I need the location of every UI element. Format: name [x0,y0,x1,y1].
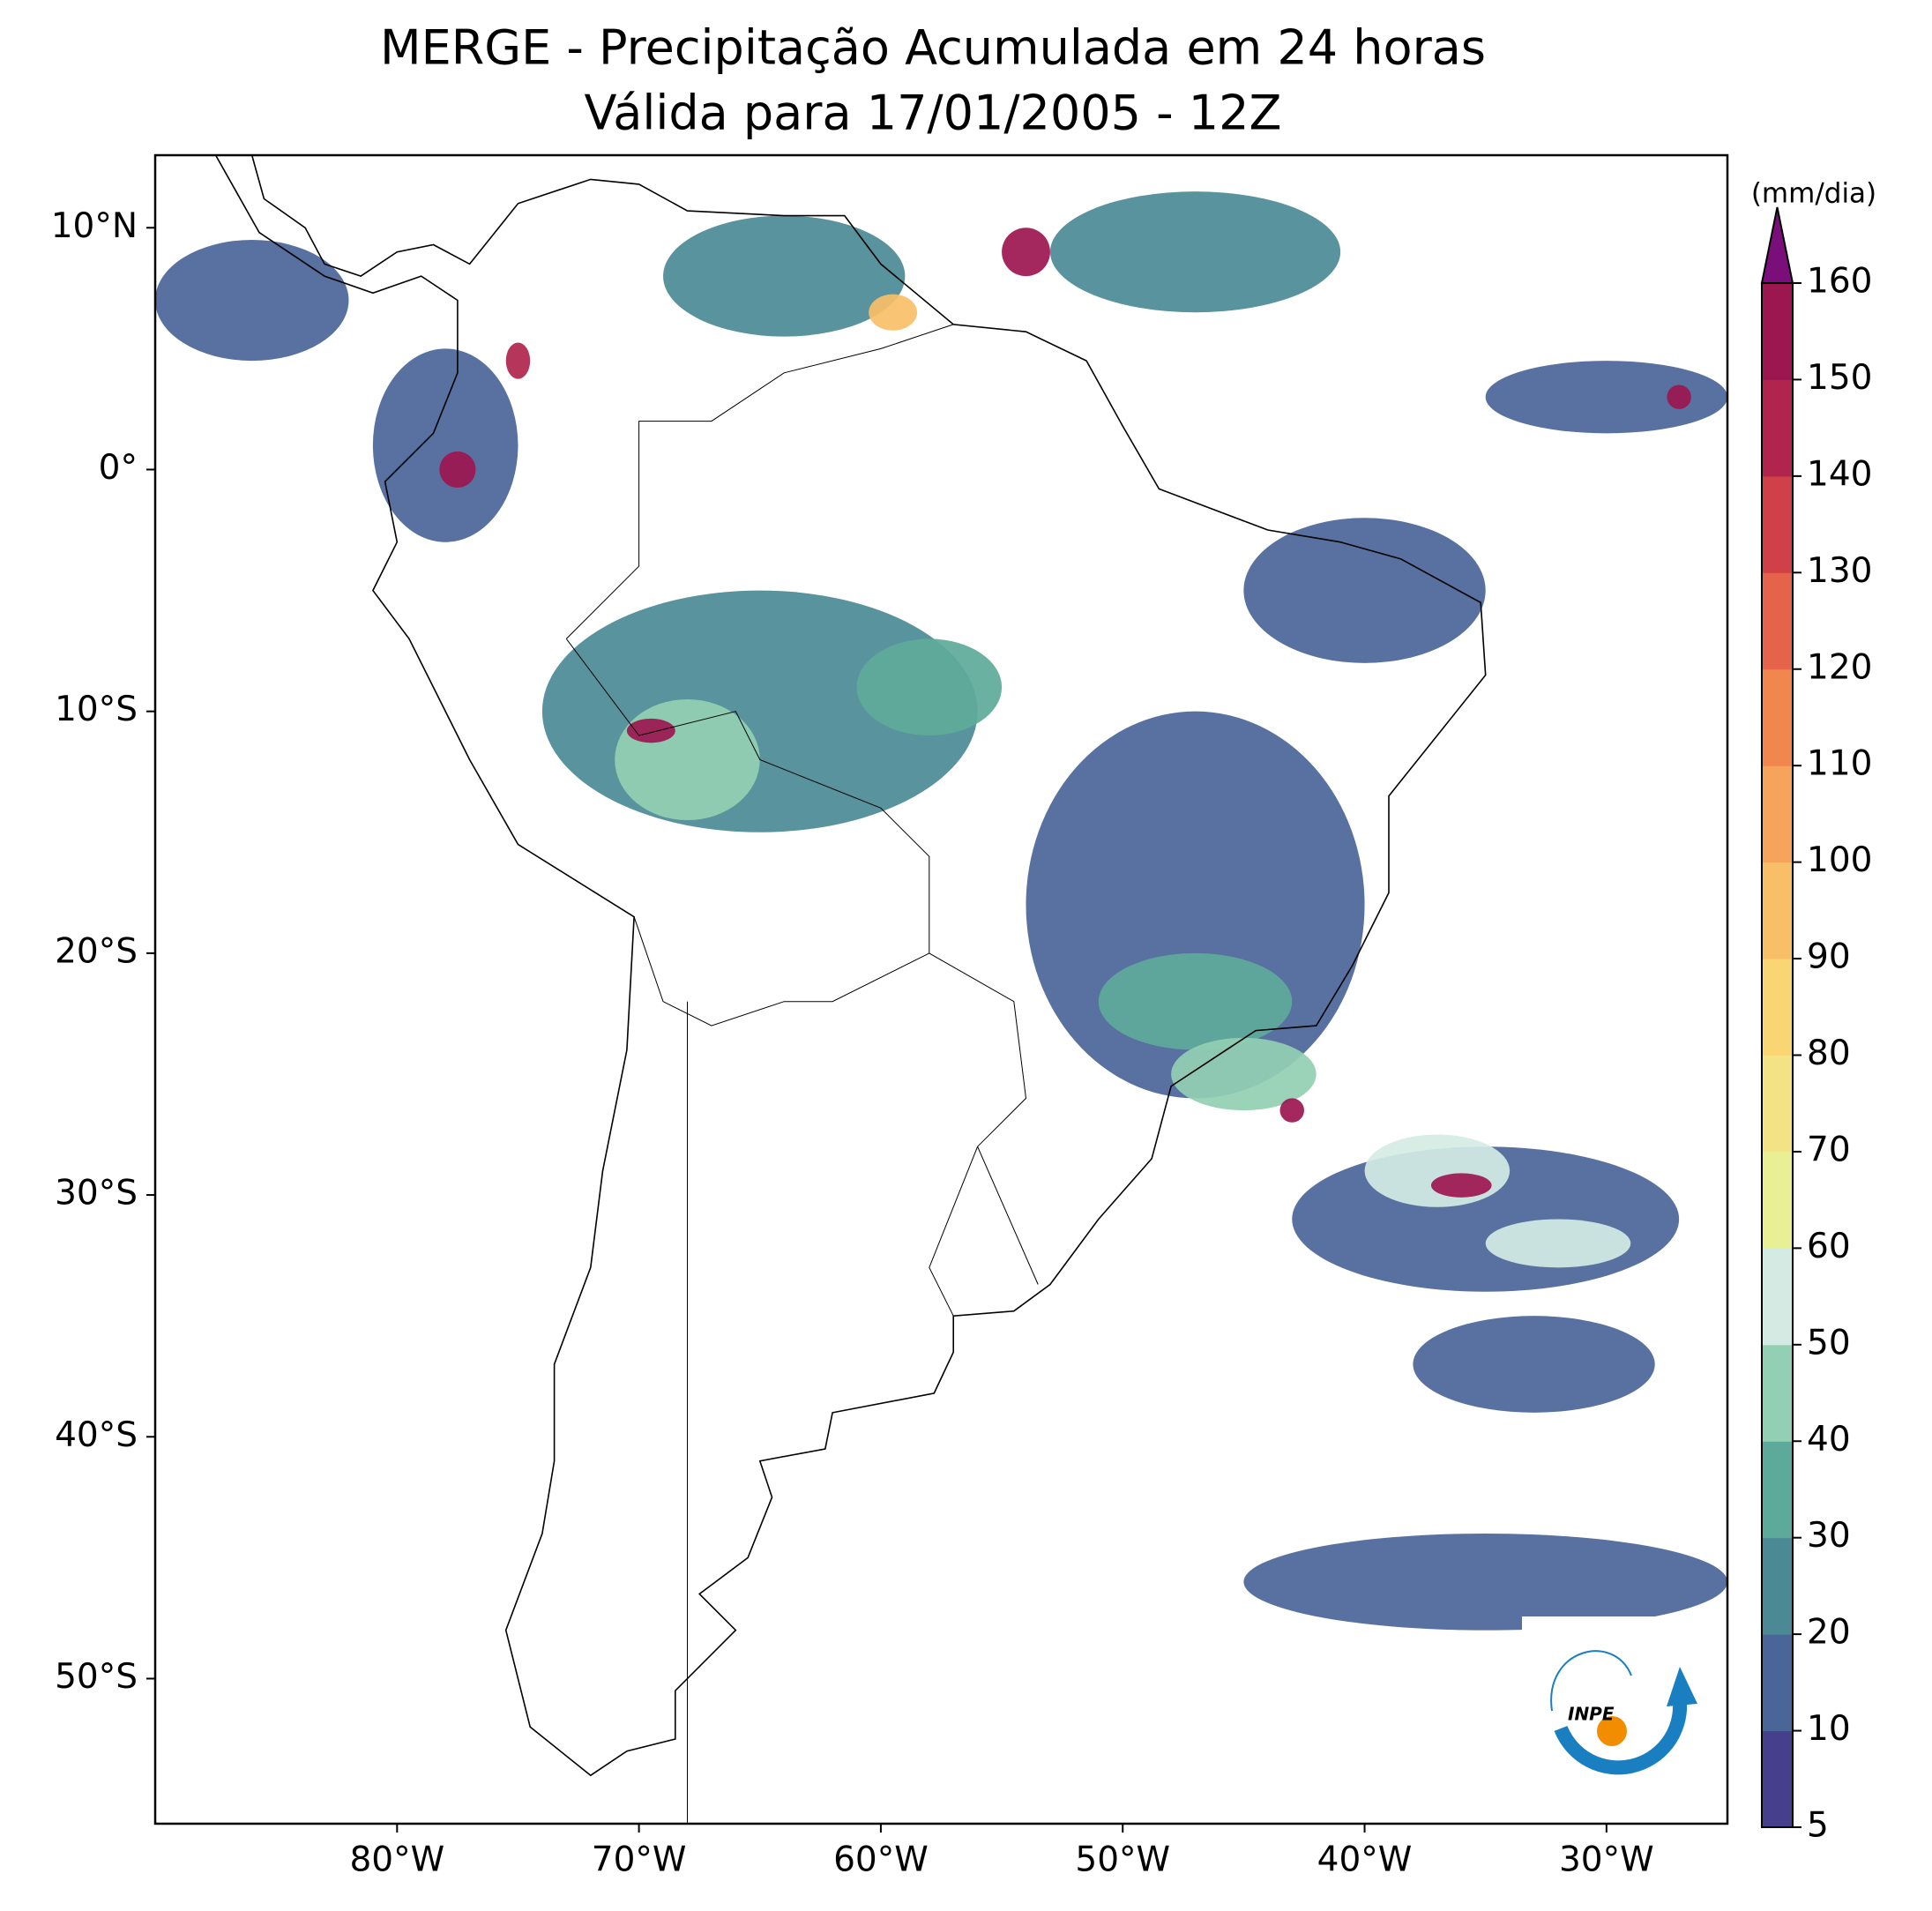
colorbar-band [1762,475,1793,573]
colorbar-band [1762,862,1793,959]
logo-arrow [1667,1667,1697,1706]
logo-orbit [1550,1650,1632,1712]
colorbar-tick-label: 80 [1807,1034,1851,1073]
x-tick-label: 80°W [349,1840,444,1880]
y-tick-label: 20°S [55,931,138,971]
precip-cell [869,294,918,331]
colorbar-tick-label: 20 [1807,1613,1851,1653]
colorbar-tick-label: 120 [1807,647,1872,687]
colorbar-band [1762,283,1793,380]
colorbar-band [1762,959,1793,1056]
map-frame [153,153,1729,1825]
y-tick-label: 40°S [55,1415,138,1455]
colorbar-tick-label: 60 [1807,1227,1851,1266]
precip-cell [1667,384,1691,409]
colorbar-tick-label: 110 [1807,744,1872,784]
colorbar-tick-label: 130 [1807,551,1872,591]
precip-cell [1098,952,1293,1050]
colorbar-band [1762,1055,1793,1153]
colorbar-tick-label: 10 [1807,1709,1851,1749]
precip-cell [1171,1037,1317,1111]
colorbar-label: (mm/dia) [1751,178,1876,210]
y-tick-label: 10°S [55,690,138,729]
precip-cell [1430,1173,1492,1198]
precip-cell [856,638,1003,736]
colorbar-band [1762,1634,1793,1732]
logo: INPE [1522,1616,1710,1799]
colorbar-tick-label: 30 [1807,1516,1851,1556]
colorbar-band [1762,1441,1793,1539]
plot-area [155,155,1727,1824]
logo-text: INPE [1568,1704,1615,1725]
x-tick-label: 40°W [1317,1840,1413,1880]
colorbar-band [1762,668,1793,766]
border [633,916,930,1026]
colorbar-tick-label: 50 [1807,1323,1851,1362]
precip-cell [372,348,518,542]
precip-cell [1243,518,1486,663]
precip-cell [1243,1533,1727,1631]
colorbar-tick-label: 70 [1807,1130,1851,1169]
precip-cell [155,239,349,362]
border [565,638,1039,1285]
x-tick-label: 50°W [1075,1840,1170,1880]
colorbar-band [1762,1730,1793,1828]
precip-cell [1002,228,1050,277]
colorbar-tick-label: 150 [1807,358,1872,398]
precip-cell [1485,361,1727,434]
y-tick-label: 50°S [55,1657,138,1697]
colorbar-tick-label: 140 [1807,454,1872,494]
colorbar-extend [1760,206,1794,284]
colorbar-tick-label: 40 [1807,1420,1851,1459]
y-tick-label: 30°S [55,1174,138,1213]
colorbar-band [1762,379,1793,477]
precip-cell [626,718,675,743]
precip-cell [505,342,531,379]
map-title: MERGE - Precipitação Acumulada em 24 hor… [380,20,1486,76]
map-subtitle: Válida para 17/01/2005 - 12Z [585,86,1282,141]
colorbar-band [1762,1248,1793,1346]
colorbar-band [1762,1537,1793,1635]
x-tick-label: 60°W [833,1840,929,1880]
colorbar-tick-label: 100 [1807,840,1872,880]
precip-cell [1049,191,1341,313]
precip-cell [1364,1134,1511,1207]
colorbar-band [1762,1344,1793,1442]
logo-sun [1597,1716,1627,1746]
colorbar-tick-label: 160 [1807,262,1872,302]
precip-cell [1279,1098,1304,1123]
precip-cell [1413,1316,1655,1413]
colorbar-tick-label: 90 [1807,937,1851,977]
x-tick-label: 30°W [1559,1840,1654,1880]
colorbar-band [1762,765,1793,863]
border [929,1146,979,1317]
map-layers [155,155,1727,1824]
logo-arc [1554,1701,1688,1775]
colorbar-band [1762,572,1793,670]
y-tick-label: 0° [99,448,138,488]
colorbar-tick-label: 5 [1807,1806,1829,1846]
precip-cell [439,451,476,489]
x-tick-label: 70°W [592,1840,687,1880]
precip-cell [663,215,906,337]
precip-cell [615,698,760,821]
y-tick-label: 10°N [51,206,138,246]
border [565,324,954,639]
colorbar-band [1762,1151,1793,1249]
precip-cell [1485,1219,1631,1268]
